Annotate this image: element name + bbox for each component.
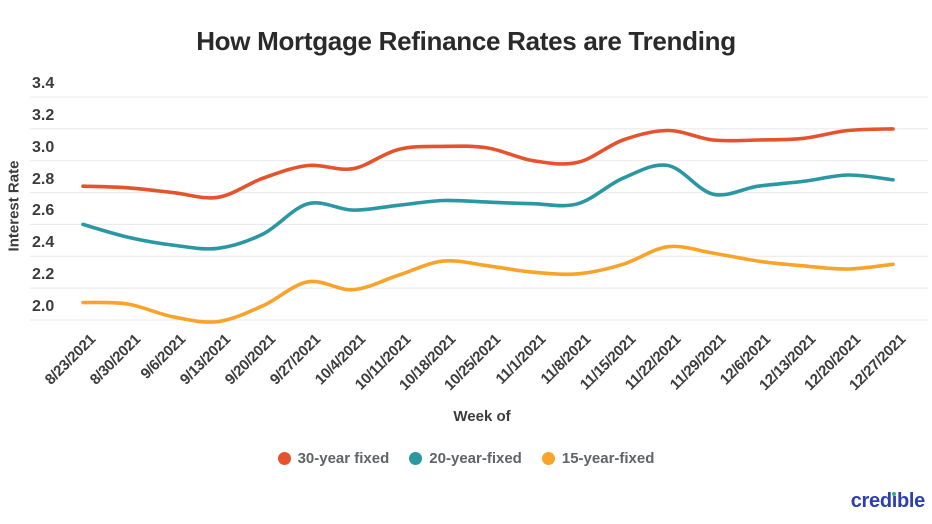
y-axis-title: Interest Rate: [5, 160, 23, 252]
series-line-30-year-fixed: [81, 127, 895, 200]
y-tick-label: 3.4: [32, 75, 55, 92]
y-tick-label: 3.0: [32, 138, 55, 156]
y-tick-label: 2.8: [32, 170, 55, 188]
legend-dot-icon: [541, 452, 555, 465]
legend-label: 30-year fixed: [297, 450, 390, 467]
credible-logo: credı ble: [850, 490, 926, 512]
gridlines: [30, 96, 928, 321]
series-line-15-year-fixed: [81, 244, 895, 324]
legend-item-15-year-fixed: 15-year-fixed: [541, 450, 655, 467]
x-axis-title: Week of: [453, 408, 511, 425]
y-tick-label: 2.6: [32, 202, 55, 220]
y-tick-label: 3.2: [32, 106, 55, 124]
legend-label: 15-year-fixed: [561, 450, 655, 467]
chart-title: How Mortgage Refinance Rates are Trendin…: [196, 26, 736, 56]
y-tick-label: 2.0: [32, 298, 55, 315]
legend: 30-year fixed 20-year-fixed 15-year-fixed: [0, 450, 932, 467]
series-line-20-year-fixed: [81, 163, 895, 251]
y-tick-label: 2.4: [32, 234, 55, 252]
legend-label: 20-year-fixed: [429, 450, 522, 467]
y-tick-label: 2.2: [32, 266, 55, 284]
legend-dot-icon: [277, 452, 291, 465]
logo-i-dot-icon: [892, 492, 897, 496]
legend-item-30-year-fixed: 30-year fixed: [277, 450, 390, 467]
legend-item-20-year-fixed: 20-year-fixed: [409, 450, 522, 467]
logo-i-glyph: ı: [891, 490, 898, 512]
legend-dot-icon: [409, 452, 423, 465]
